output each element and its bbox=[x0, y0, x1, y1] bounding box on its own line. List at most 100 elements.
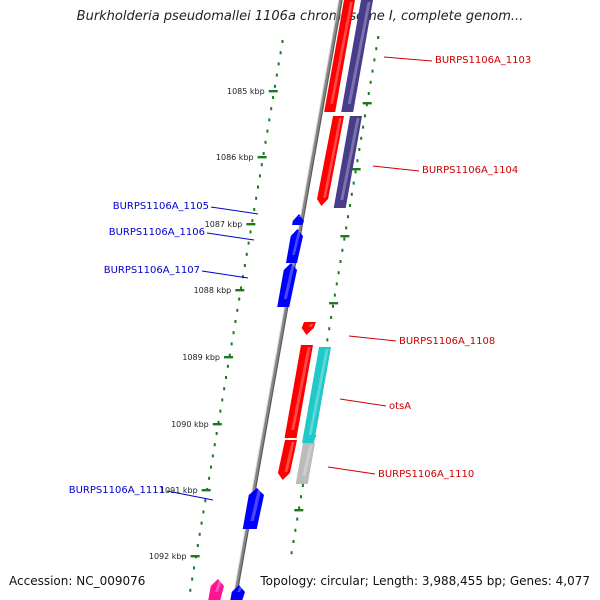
inner-tick bbox=[225, 376, 228, 379]
inner-tick bbox=[253, 208, 256, 211]
gene-burps1106a-1108-shine bbox=[308, 324, 314, 327]
outer-tick bbox=[328, 327, 331, 331]
inner-tick bbox=[255, 196, 258, 200]
outer-tick bbox=[375, 47, 378, 51]
gene-label: BURPS1106A_1106 bbox=[109, 227, 205, 238]
gene-label-leader bbox=[201, 270, 249, 279]
gene-pink-bottom-shine bbox=[214, 581, 222, 592]
inner-tick bbox=[258, 174, 261, 178]
outer-tick bbox=[347, 215, 350, 219]
kbp-major-tick bbox=[224, 356, 234, 359]
inner-tick bbox=[196, 544, 199, 547]
inner-tick bbox=[230, 342, 233, 346]
outer-tick bbox=[300, 495, 303, 499]
inner-tick bbox=[191, 577, 194, 581]
accession-label: Accession: NC_009076 bbox=[9, 574, 146, 588]
inner-tick bbox=[245, 252, 248, 256]
gene-burps1106a-1108-body bbox=[301, 322, 316, 335]
inner-tick bbox=[241, 275, 244, 279]
gene-burps1106a-1110-b-shine bbox=[302, 445, 313, 476]
gene-label-leader bbox=[327, 466, 376, 475]
outer-tick bbox=[358, 148, 361, 151]
kbp-major-tick bbox=[212, 423, 222, 426]
gene-label: BURPS1106A_1105 bbox=[113, 201, 209, 212]
inner-tick bbox=[268, 118, 271, 122]
inner-tick bbox=[251, 219, 254, 223]
inner-tick bbox=[221, 398, 224, 402]
kbp-major-tick bbox=[201, 489, 211, 492]
inner-tick bbox=[202, 510, 205, 514]
outer-tick bbox=[367, 92, 370, 95]
outer-tick bbox=[354, 170, 357, 174]
outer-major-tick bbox=[294, 509, 304, 512]
outer-major-tick bbox=[351, 168, 361, 171]
inner-tick bbox=[262, 152, 265, 155]
inner-tick bbox=[198, 532, 201, 536]
gene-burps1106a-1104 bbox=[317, 116, 344, 206]
gene-label-leader bbox=[383, 56, 433, 62]
outer-major-tick bbox=[329, 302, 339, 305]
inner-tick bbox=[232, 331, 235, 335]
gene-burps1106a-1106 bbox=[285, 229, 303, 263]
outer-tick bbox=[350, 192, 353, 196]
outer-tick bbox=[352, 181, 355, 185]
gene-burps1106a-1104-b bbox=[333, 116, 362, 208]
kbp-label: 1091 kbp bbox=[160, 486, 198, 495]
gene-label: BURPS1106A_1110 bbox=[378, 469, 474, 480]
gene-burps1106a-1108 bbox=[301, 322, 316, 335]
gene-burps1106a-1111-body bbox=[242, 488, 264, 529]
gene-label-leader bbox=[206, 232, 255, 241]
map-title: Burkholderia pseudomallei 1106a chromoso… bbox=[76, 9, 524, 24]
gene-label: BURPS1106A_1103 bbox=[435, 55, 531, 66]
gene-otsa bbox=[302, 347, 331, 443]
gene-label: BURPS1106A_1108 bbox=[399, 336, 495, 347]
gene-burps1106a-otsa-red bbox=[284, 345, 313, 438]
outer-major-tick bbox=[362, 102, 372, 105]
outer-tick bbox=[292, 540, 295, 543]
outer-tick bbox=[369, 80, 372, 84]
outer-tick bbox=[373, 58, 376, 62]
inner-tick bbox=[240, 286, 243, 290]
inner-tick bbox=[277, 62, 280, 66]
kbp-label: 1085 kbp bbox=[227, 87, 265, 96]
gene-burps1106a-1106-body bbox=[285, 229, 303, 263]
inner-tick bbox=[189, 588, 192, 592]
inner-tick bbox=[211, 454, 214, 458]
gene-burps1106a-1103-b-shine bbox=[347, 2, 371, 104]
inner-tick bbox=[264, 140, 267, 144]
gene-burps1106a-1110-b bbox=[295, 443, 315, 484]
gene-label: BURPS1106A_1104 bbox=[422, 165, 518, 176]
gene-label: BURPS1106A_1111 bbox=[69, 485, 165, 496]
outer-tick bbox=[362, 125, 365, 129]
inner-tick bbox=[238, 297, 241, 301]
outer-tick bbox=[290, 551, 293, 555]
gene-label-leader bbox=[348, 335, 397, 342]
kbp-major-tick bbox=[246, 223, 256, 226]
inner-tick bbox=[275, 73, 278, 77]
gene-pink-bottom bbox=[208, 579, 224, 600]
inner-tick bbox=[236, 308, 239, 312]
outer-tick bbox=[301, 484, 304, 487]
inner-tick bbox=[200, 521, 203, 525]
gene-label-leader bbox=[339, 398, 387, 407]
gene-burps1106a-1103-b bbox=[341, 0, 373, 112]
outer-tick bbox=[337, 271, 340, 275]
inner-tick bbox=[247, 241, 250, 245]
inner-tick bbox=[228, 353, 231, 357]
kbp-major-tick bbox=[268, 90, 278, 93]
gene-burps1106a-otsa-red-body bbox=[284, 345, 313, 438]
gene-burps1106a-1111 bbox=[242, 488, 264, 529]
outer-tick bbox=[377, 36, 380, 39]
gene-burps1106a-1105-shine bbox=[297, 216, 302, 217]
inner-tick bbox=[234, 320, 237, 323]
inner-tick bbox=[213, 443, 216, 447]
gene-burps1106a-otsa-red-shine bbox=[291, 347, 311, 430]
gene-blue-bottom bbox=[230, 585, 245, 600]
inner-tick bbox=[217, 420, 220, 424]
inner-tick bbox=[249, 230, 252, 234]
gene-otsa-body bbox=[302, 347, 331, 443]
gene-burps1106a-1104-shine bbox=[323, 118, 342, 198]
gene-burps1106a-1103 bbox=[324, 0, 355, 112]
outer-tick bbox=[331, 304, 334, 308]
inner-tick bbox=[204, 499, 207, 503]
